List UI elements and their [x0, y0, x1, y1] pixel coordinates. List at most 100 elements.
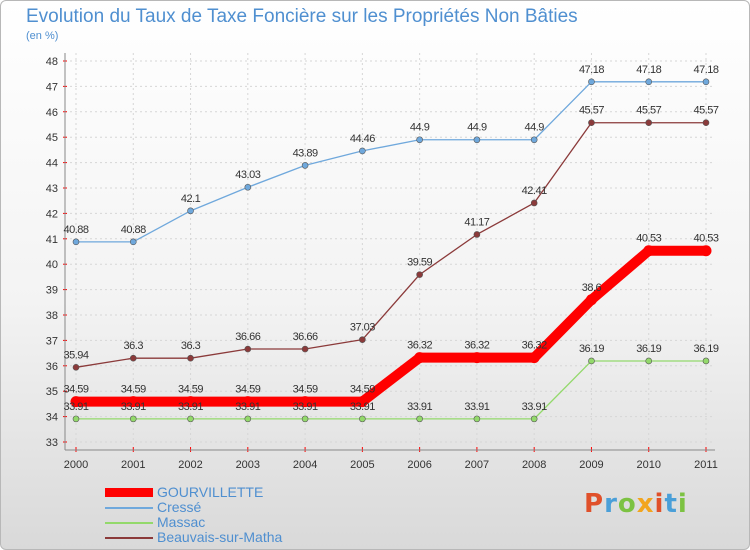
data-label: 42.1 [181, 193, 201, 205]
data-label: 34.59 [178, 384, 203, 396]
data-label: 47.18 [636, 64, 661, 76]
x-tick-label: 2000 [64, 459, 88, 471]
data-label: 36.66 [235, 331, 260, 343]
data-label: 33.91 [350, 401, 375, 413]
y-tick-label: 39 [46, 285, 58, 297]
data-point [416, 415, 423, 423]
legend-swatch [105, 521, 153, 524]
data-label: 33.91 [293, 401, 318, 413]
y-tick-label: 47 [46, 81, 58, 93]
data-point [244, 345, 252, 353]
data-label: 33.91 [464, 401, 489, 413]
data-point [185, 396, 197, 408]
data-point [301, 415, 309, 423]
data-label: 44.46 [350, 133, 375, 145]
data-point [588, 119, 595, 127]
data-label: 36.19 [693, 343, 718, 355]
data-point [299, 396, 311, 408]
data-label: 34.59 [350, 384, 375, 396]
data-label: 33.91 [407, 401, 432, 413]
data-point [530, 136, 538, 144]
data-point [129, 354, 137, 362]
data-point [242, 396, 254, 408]
y-tick-label: 48 [46, 56, 58, 68]
data-point [530, 415, 538, 423]
series-line-gourvillette [71, 245, 711, 407]
logo-letter: i [654, 489, 665, 519]
x-tick-label: 2009 [579, 459, 603, 471]
series-line-massac [75, 360, 707, 420]
logo-letter: x [636, 489, 655, 519]
data-point [72, 238, 80, 246]
data-label: 40.53 [636, 233, 661, 245]
data-point [129, 415, 137, 423]
logo-letter: o [617, 489, 637, 519]
data-label: 43.03 [235, 169, 260, 181]
data-label: 33.91 [121, 401, 146, 413]
data-label: 36.32 [464, 340, 489, 352]
x-tick-label: 2008 [522, 459, 546, 471]
legend-label: Cressé [157, 499, 202, 515]
data-label: 36.19 [636, 343, 661, 355]
data-point [645, 119, 653, 127]
y-tick-label: 43 [46, 183, 58, 195]
data-point [702, 119, 710, 127]
y-tick-label: 44 [46, 158, 58, 170]
logo-letter: t [664, 489, 678, 519]
data-point [359, 415, 366, 423]
y-tick-label: 33 [46, 437, 58, 449]
data-point [700, 245, 712, 257]
data-label: 40.88 [63, 224, 88, 236]
y-tick-label: 36 [46, 361, 58, 373]
data-label: 37.03 [350, 322, 375, 334]
data-point [588, 78, 595, 86]
y-tick-label: 35 [46, 386, 58, 398]
data-point [473, 415, 481, 423]
x-tick-label: 2004 [293, 459, 317, 471]
legend-label: GOURVILLETTE [157, 484, 264, 500]
x-tick-label: 2003 [236, 459, 260, 471]
data-label: 38.6 [582, 282, 602, 294]
data-point [301, 345, 309, 353]
data-label: 47.18 [579, 64, 604, 76]
data-point [187, 207, 194, 215]
y-tick-label: 41 [46, 234, 58, 246]
data-point [187, 415, 194, 423]
data-point [528, 352, 540, 364]
data-point [702, 78, 710, 86]
data-label: 34.59 [63, 384, 88, 396]
data-label: 36.19 [579, 343, 604, 355]
data-point [70, 396, 82, 408]
data-label: 33.91 [522, 401, 547, 413]
data-point [473, 136, 481, 144]
data-point [359, 147, 366, 155]
y-tick-label: 45 [46, 132, 58, 144]
data-point [471, 352, 483, 364]
data-label: 35.94 [63, 349, 88, 361]
data-label: 36.66 [293, 331, 318, 343]
y-tick-label: 42 [46, 208, 58, 220]
data-label: 40.53 [693, 233, 718, 245]
data-point [244, 183, 252, 191]
y-tick-label: 46 [46, 107, 58, 119]
data-point [702, 357, 710, 365]
data-label: 44.9 [410, 122, 430, 134]
series-line-cress- [75, 81, 707, 243]
legend-label: Massac [157, 514, 206, 530]
logo-letter: r [604, 489, 618, 519]
data-label: 34.59 [293, 384, 318, 396]
x-tick-label: 2002 [178, 459, 202, 471]
data-point [127, 396, 139, 408]
logo-letter: i [677, 489, 688, 519]
data-point [72, 364, 80, 371]
x-tick-label: 2011 [694, 459, 718, 471]
data-label: 42.41 [522, 185, 547, 197]
x-tick-label: 2001 [121, 459, 145, 471]
data-point [585, 294, 597, 306]
data-label: 34.59 [235, 384, 260, 396]
data-label: 43.89 [293, 147, 318, 159]
data-point [645, 78, 653, 86]
data-label: 44.9 [524, 122, 544, 134]
